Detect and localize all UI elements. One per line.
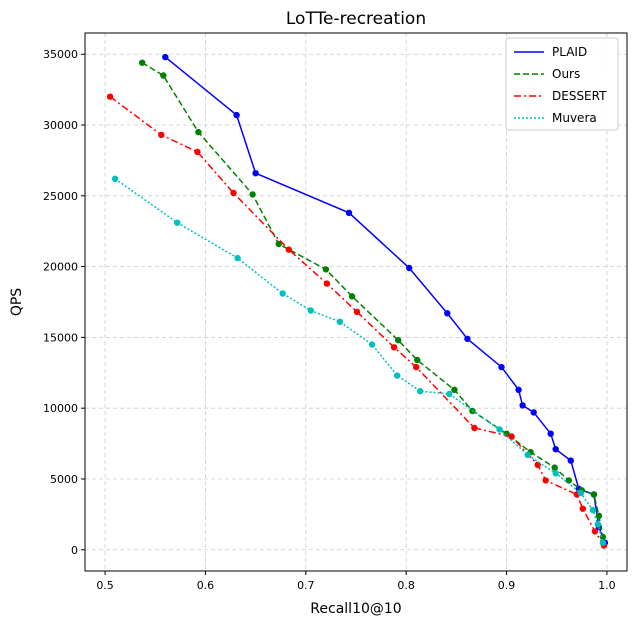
data-point-muvera [496,426,503,433]
data-point-ours [139,59,146,66]
data-point-plaid [444,310,451,317]
data-point-dessert [353,308,361,316]
data-point-muvera [368,341,376,348]
data-point-ours [275,240,282,248]
legend-box [505,37,619,131]
data-point-ours [348,293,356,300]
data-point-muvera [552,470,559,477]
axis-ticks: 0.5 0.6 0.7 0.8 0.9 1.0 0 5000 10000 15000 20000 25… [43,48,616,592]
series-layer [106,53,609,549]
data-point-plaid [464,335,471,342]
data-point-muvera [394,372,401,379]
data-point-ours [551,464,558,471]
data-point-plaid [530,409,537,416]
series-ours [139,59,607,541]
data-point-ours [414,356,421,364]
data-point-muvera [446,390,453,398]
data-point-dessert [194,148,201,156]
data-point-dessert [471,424,478,432]
y-tick-label: 25000 [43,190,78,203]
data-point-dessert [285,246,292,253]
data-point-muvera [417,388,424,395]
data-point-muvera [589,506,597,514]
legend-label-dessert: DESSERT [552,89,607,103]
data-point-dessert [591,528,599,535]
data-point-ours [395,337,402,344]
data-point-dessert [579,505,586,512]
series-line-ours [141,62,604,538]
data-point-ours [322,266,330,273]
series-muvera [111,175,607,546]
series-line-dessert [109,96,605,546]
data-point-dessert [542,477,549,484]
data-point-muvera [279,290,286,297]
data-point-plaid [547,430,554,437]
x-tick-label: 1.0 [598,579,616,592]
y-axis-label: QPS [9,288,25,316]
x-tick-label: 0.5 [96,579,114,592]
data-point-ours [590,491,598,498]
y-tick-label: 10000 [43,402,78,415]
data-point-ours [249,191,256,198]
x-tick-label: 0.6 [197,579,215,592]
x-tick-label: 0.7 [297,579,315,592]
chart-title: LoTTe-recreation [286,9,426,29]
data-point-muvera [599,539,607,546]
y-tick-label: 0 [71,544,78,557]
data-point-dessert [413,363,420,371]
y-tick-label: 30000 [43,119,78,132]
legend-label-muvera: Muvera [552,111,597,125]
legend-label-ours: Ours [552,67,580,81]
series-dessert [106,93,608,549]
data-point-plaid [519,402,526,409]
series-line-muvera [114,178,604,543]
y-tick-label: 20000 [43,261,78,274]
data-point-plaid [406,264,413,272]
data-point-muvera [307,307,314,314]
data-point-muvera [174,219,181,226]
data-point-muvera [234,254,241,262]
data-point-plaid [515,386,522,393]
data-point-plaid [252,170,259,177]
data-point-muvera [524,451,531,459]
legend: PLAID Ours DESSERT Muvera [505,37,619,131]
data-point-dessert [323,280,331,287]
data-point-plaid [552,446,559,453]
data-point-ours [595,512,603,519]
y-tick-label: 15000 [43,331,78,344]
y-tick-label: 5000 [50,473,78,486]
data-point-muvera [577,489,584,497]
x-axis-label: Recall10@10 [310,601,401,617]
data-point-dessert [106,93,114,100]
data-point-dessert [230,189,237,197]
data-point-ours [565,477,572,484]
plot-frame [84,32,628,572]
legend-label-plaid: PLAID [552,45,587,59]
y-tick-label: 35000 [43,48,78,61]
data-point-muvera [336,318,344,325]
data-point-muvera [594,521,602,528]
x-tick-label: 0.9 [498,579,516,592]
data-point-dessert [158,131,165,139]
data-point-plaid [498,363,505,371]
data-point-plaid [345,209,353,216]
x-tick-label: 0.8 [397,579,415,592]
data-point-plaid [233,111,240,119]
data-point-dessert [508,433,515,440]
data-point-plaid [162,53,169,61]
data-point-ours [195,128,202,136]
data-point-dessert [390,344,398,351]
data-point-ours [451,386,458,393]
data-point-muvera [111,175,119,182]
data-point-plaid [567,457,574,464]
data-point-ours [160,72,167,79]
